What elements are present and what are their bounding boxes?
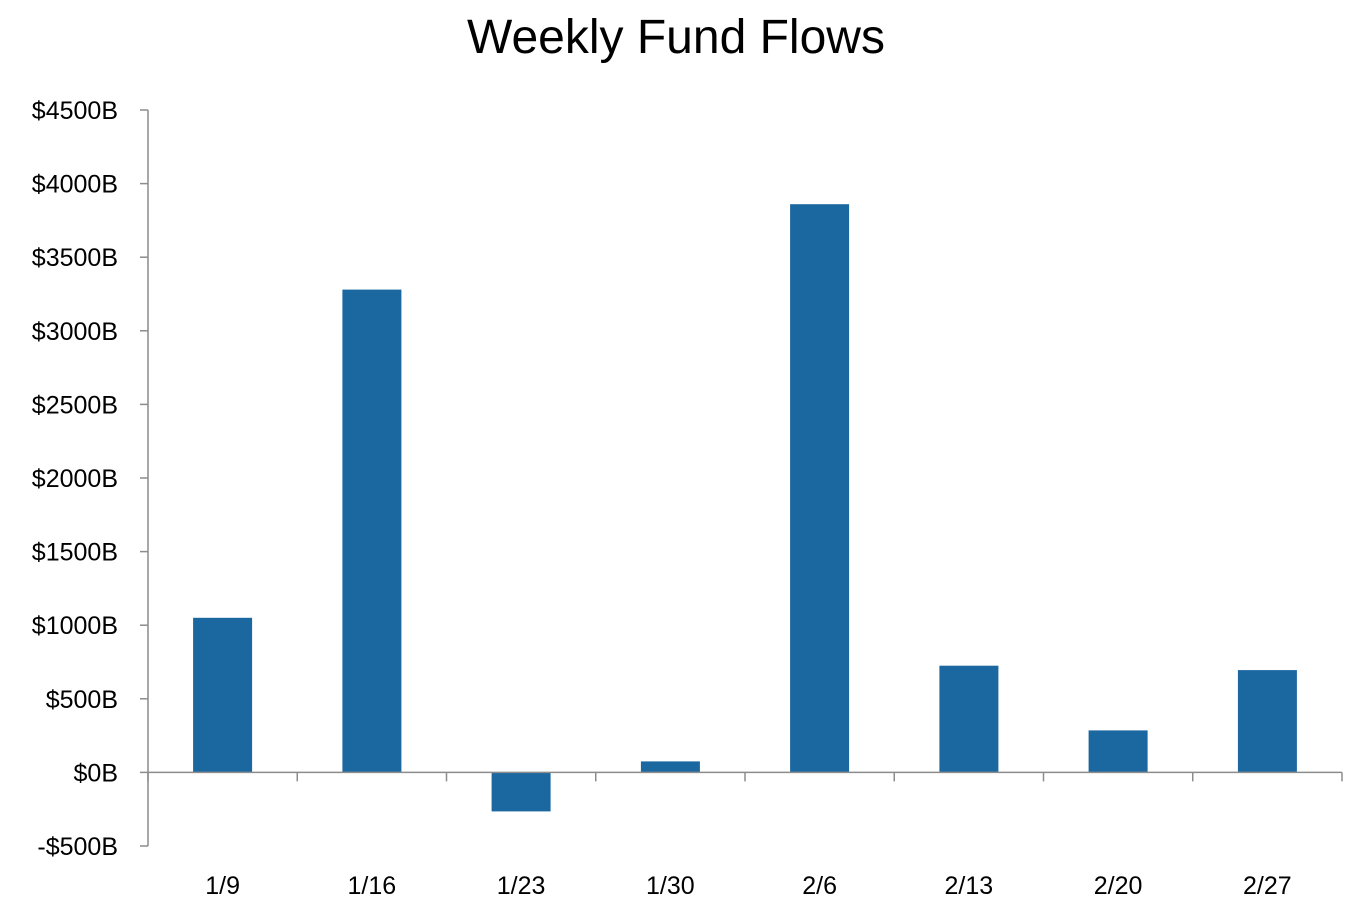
x-tick-label: 1/9 xyxy=(205,872,240,900)
x-tick-label: 2/13 xyxy=(945,872,994,900)
bar-2-13 xyxy=(939,665,999,773)
x-tick-labels: 1/9 1/16 1/23 1/30 2/6 2/13 2/20 2/27 xyxy=(205,872,1291,900)
bar-1-30 xyxy=(640,761,700,773)
x-tick-label: 1/30 xyxy=(646,872,695,900)
y-tick-label: $2000B xyxy=(32,465,118,493)
y-tick-label: $2500B xyxy=(32,391,118,419)
bar-1-16 xyxy=(342,289,402,773)
x-tick-label: 1/16 xyxy=(348,872,397,900)
bars-group xyxy=(193,204,1297,812)
y-tick-label: $4500B xyxy=(32,97,118,125)
x-tick-label: 2/6 xyxy=(802,872,837,900)
x-tick-label: 1/23 xyxy=(497,872,546,900)
y-tick-label: $500B xyxy=(46,686,118,714)
bar-1-23 xyxy=(491,772,551,812)
bar-2-6 xyxy=(790,204,850,773)
y-tick-label: $1500B xyxy=(32,539,118,567)
y-tick-label: -$500B xyxy=(37,833,118,861)
bar-2-27 xyxy=(1237,670,1297,773)
bar-2-20 xyxy=(1088,730,1148,773)
y-tick-label: $1000B xyxy=(32,612,118,640)
bar-1-9 xyxy=(193,617,253,773)
y-tick-label: $0B xyxy=(74,759,118,787)
x-tick-label: 2/20 xyxy=(1094,872,1143,900)
chart-title: Weekly Fund Flows xyxy=(467,11,885,64)
y-tick-label: $4000B xyxy=(32,171,118,199)
y-tick-label: $3500B xyxy=(32,244,118,272)
y-tick-label: $3000B xyxy=(32,318,118,346)
x-tick-label: 2/27 xyxy=(1243,872,1292,900)
y-tick-labels: -$500B $0B $500B $1000B $1500B $2000B $2500B $3… xyxy=(32,97,118,861)
axes-group xyxy=(140,109,1343,847)
